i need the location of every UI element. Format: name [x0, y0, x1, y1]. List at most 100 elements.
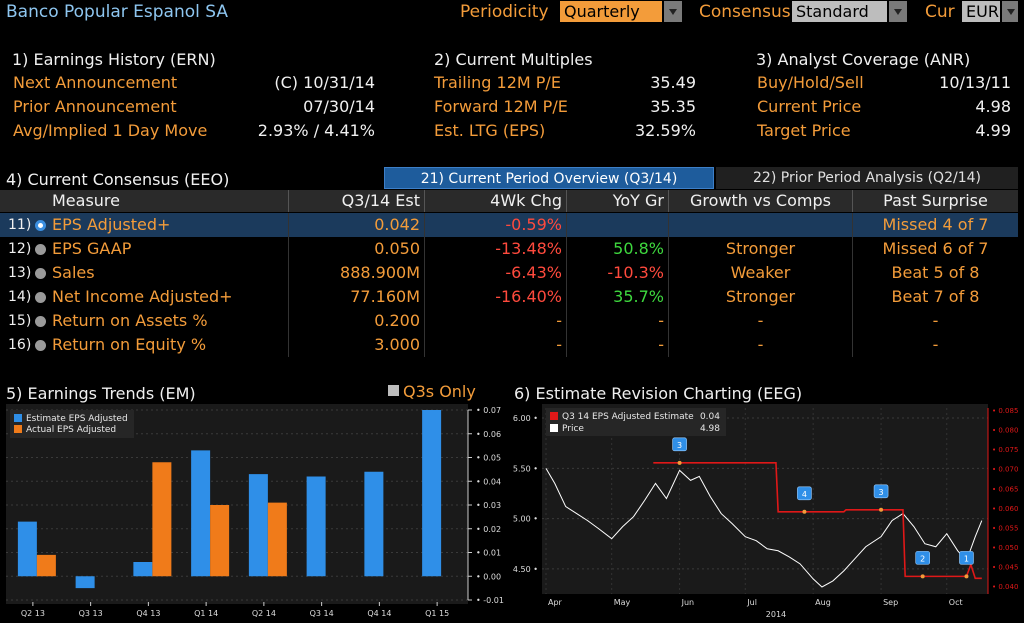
revision-point	[920, 574, 925, 579]
cell-past-surprise: Beat 7 of 8	[852, 285, 1018, 309]
table-row[interactable]: 12) EPS GAAP 0.050 -13.48% 50.8% Stronger Miss…	[0, 237, 1018, 261]
legend-swatch-estimate	[14, 414, 22, 422]
row-radio-icon[interactable]	[35, 220, 46, 231]
legend-estimate-label: Estimate EPS Adjusted	[26, 414, 128, 424]
forward-pe-value: 35.35	[650, 97, 696, 116]
left-tick-label: 5.00 •	[513, 515, 538, 524]
bar-actual[interactable]	[210, 505, 230, 577]
x-tick-label: May	[614, 598, 631, 607]
table-row[interactable]: 13) Sales 888.900M -6.43% -10.3% Weaker Beat 5…	[0, 261, 1018, 285]
bar-estimate[interactable]	[364, 471, 384, 577]
bar-estimate[interactable]	[248, 474, 268, 577]
estimate-revision-title[interactable]: 6) Estimate Revision Charting (EEG)	[514, 384, 803, 403]
bar-actual[interactable]	[152, 462, 172, 577]
cell-measure[interactable]: Return on Assets %	[52, 311, 208, 330]
row-radio-icon[interactable]	[35, 292, 46, 303]
col-growth-vs-comps[interactable]: Growth vs Comps	[668, 190, 852, 212]
col-yoy-gr[interactable]: YoY Gr	[566, 190, 668, 212]
cell-growth-vs-comps: Stronger	[668, 237, 852, 261]
cell-yoy-gr: -	[566, 309, 668, 333]
bar-estimate[interactable]	[17, 521, 37, 577]
bar-estimate[interactable]	[422, 410, 442, 577]
legend-estimate-line-label: Q3 14 EPS Adjusted Estimate	[562, 412, 694, 422]
earnings-trends-chart: • 0.07 • 0.06 • 0.05 • 0.04 • 0.03 • 0.02 • 0.…	[6, 404, 504, 618]
cell-est: 0.050	[288, 237, 424, 261]
revision-marker-icon[interactable]	[873, 484, 889, 499]
earnings-trends-title[interactable]: 5) Earnings Trends (EM)	[6, 384, 196, 403]
consensus-select[interactable]: Standard	[792, 1, 887, 22]
cell-measure[interactable]: EPS Adjusted+	[52, 215, 171, 234]
table-row[interactable]: 15) Return on Assets % 0.200- - - -	[0, 309, 1018, 333]
cell-4wk-chg: -	[424, 309, 566, 333]
cell-past-surprise: Missed 6 of 7	[852, 237, 1018, 261]
revision-marker-icon[interactable]	[959, 551, 974, 565]
revision-chart-grid	[542, 408, 988, 594]
bar-estimate[interactable]	[191, 450, 211, 577]
cell-measure[interactable]: Return on Equity %	[52, 335, 207, 354]
bar-actual[interactable]	[36, 554, 56, 577]
currency-label: Cur	[925, 2, 955, 22]
cell-growth-vs-comps: Weaker	[668, 261, 852, 285]
revision-marker-icon[interactable]	[672, 437, 687, 452]
revision-marker-label: 3	[879, 488, 884, 497]
revision-marker-icon[interactable]	[915, 551, 930, 565]
x-tick-label: Q1 14	[194, 609, 218, 618]
cell-4wk-chg: -6.43%	[424, 261, 566, 285]
revision-point	[964, 574, 969, 579]
x-tick-label: Sep	[883, 598, 898, 607]
legend-swatch-actual	[14, 425, 22, 433]
col-measure[interactable]: Measure	[52, 191, 120, 210]
currency-select[interactable]: EUR	[962, 1, 1000, 22]
row-radio-icon[interactable]	[35, 268, 46, 279]
table-row[interactable]: 16) Return on Equity % 3.000- - - -	[0, 333, 1018, 357]
x-tick-label: Q3 14	[310, 609, 334, 618]
q3s-only-label[interactable]: Q3s Only	[403, 382, 476, 401]
cell-yoy-gr: -10.3%	[566, 261, 668, 285]
x-tick-label: Apr	[548, 598, 563, 607]
cell-4wk-chg: -13.48%	[424, 237, 566, 261]
cell-measure[interactable]: EPS GAAP	[52, 239, 132, 258]
tab-current-period[interactable]: 21) Current Period Overview (Q3/14)	[384, 167, 714, 189]
tab-prior-period[interactable]: 22) Prior Period Analysis (Q2/14)	[716, 167, 1018, 189]
avg-implied-move-label: Avg/Implied 1 Day Move	[13, 121, 208, 140]
current-consensus-title[interactable]: 4) Current Consensus (EEO)	[6, 170, 230, 189]
bar-estimate[interactable]	[75, 576, 95, 589]
row-radio-icon[interactable]	[35, 316, 46, 327]
right-tick-label: • 0.075	[992, 446, 1018, 454]
analyst-coverage-title[interactable]: 3) Analyst Coverage (ANR)	[756, 50, 971, 69]
bar-estimate[interactable]	[133, 562, 153, 577]
col-est[interactable]: Q3/14 Est	[288, 190, 424, 212]
right-tick-label: • 0.060	[992, 505, 1018, 513]
y-tick-label: • 0.05	[476, 454, 501, 463]
table-row[interactable]: 14) Net Income Adjusted+ 77.160M -16.40% 35.…	[0, 285, 1018, 309]
currency-dropdown-icon[interactable]	[1002, 1, 1018, 22]
bar-actual[interactable]	[267, 502, 287, 577]
y-tick-label: • 0.00	[476, 572, 501, 581]
y-tick-label: • 0.01	[476, 549, 501, 558]
bar-estimate[interactable]	[306, 476, 326, 577]
col-past-surprise[interactable]: Past Surprise	[852, 190, 1018, 212]
row-radio-icon[interactable]	[35, 244, 46, 255]
earnings-history-title[interactable]: 1) Earnings History (ERN)	[12, 50, 216, 69]
periodicity-dropdown-icon[interactable]	[664, 1, 682, 22]
est-ltg-value: 32.59%	[634, 121, 696, 140]
revision-point	[677, 460, 682, 465]
cell-est: 888.900M	[288, 261, 424, 285]
table-row[interactable]: 11) EPS Adjusted+ 0.042 -0.59% Missed 4 of 7	[0, 213, 1018, 237]
cell-measure[interactable]: Sales	[52, 263, 95, 282]
revision-marker-icon[interactable]	[797, 486, 812, 501]
col-4wk-chg[interactable]: 4Wk Chg	[424, 190, 566, 212]
estimate-series-line	[653, 462, 982, 580]
periodicity-select[interactable]: Quarterly	[560, 1, 662, 22]
consensus-dropdown-icon[interactable]	[889, 1, 907, 22]
top-bar: Banco Popular Espanol SA Periodicity Qua…	[0, 0, 1024, 26]
cell-yoy-gr: -	[566, 333, 668, 357]
y-tick-label: • -0.01	[476, 596, 504, 605]
next-announcement-value: (C) 10/31/14	[274, 73, 375, 92]
legend-actual-label: Actual EPS Adjusted	[26, 425, 116, 435]
q3s-only-checkbox[interactable]	[388, 385, 399, 396]
row-radio-icon[interactable]	[35, 340, 46, 351]
cell-measure[interactable]: Net Income Adjusted+	[52, 287, 233, 306]
cell-4wk-chg: -	[424, 333, 566, 357]
revision-chart-left-axis: 6.00 • 5.50 • 5.00 • 4.50 •	[513, 414, 538, 574]
